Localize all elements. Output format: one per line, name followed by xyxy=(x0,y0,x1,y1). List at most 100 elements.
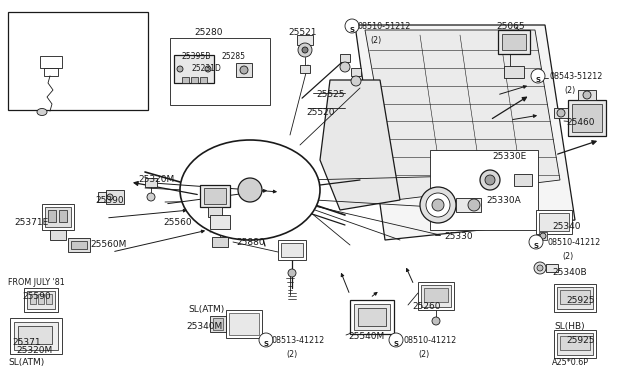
Text: (2): (2) xyxy=(564,86,575,95)
Bar xyxy=(174,55,214,83)
Text: 08510-41212: 08510-41212 xyxy=(404,336,457,345)
Bar xyxy=(210,215,230,229)
Bar xyxy=(539,213,569,231)
Circle shape xyxy=(468,199,480,211)
Text: 25330E: 25330E xyxy=(492,152,526,161)
Text: (2): (2) xyxy=(418,350,429,359)
Bar xyxy=(514,174,532,186)
Bar xyxy=(71,241,87,249)
Text: 25371: 25371 xyxy=(12,338,40,347)
Bar xyxy=(421,285,451,307)
Circle shape xyxy=(432,199,444,211)
Text: 08510-51212: 08510-51212 xyxy=(358,22,412,31)
Text: 25560: 25560 xyxy=(163,218,191,227)
Circle shape xyxy=(426,193,450,217)
Circle shape xyxy=(288,269,296,277)
Bar xyxy=(30,294,36,304)
Bar xyxy=(24,288,58,312)
Text: 25460: 25460 xyxy=(566,118,595,127)
Bar xyxy=(236,63,252,77)
Bar xyxy=(557,333,593,355)
Text: 25925: 25925 xyxy=(566,336,595,345)
Circle shape xyxy=(540,233,546,239)
Text: 08510-41212: 08510-41212 xyxy=(548,238,601,247)
Bar xyxy=(546,264,558,272)
Circle shape xyxy=(389,333,403,347)
Text: 25371E: 25371E xyxy=(14,218,48,227)
Circle shape xyxy=(240,66,248,74)
Circle shape xyxy=(534,262,546,274)
Bar xyxy=(554,330,596,358)
Text: 25521: 25521 xyxy=(288,28,317,37)
Ellipse shape xyxy=(180,140,320,240)
Bar xyxy=(554,284,596,312)
Bar xyxy=(44,68,58,76)
Text: 25340: 25340 xyxy=(552,222,580,231)
Bar xyxy=(536,210,572,234)
Bar xyxy=(200,185,230,207)
Bar xyxy=(210,316,226,332)
Bar xyxy=(560,290,590,304)
Bar xyxy=(14,322,58,350)
Bar xyxy=(456,198,481,212)
Text: 08513-41212: 08513-41212 xyxy=(272,336,325,345)
Circle shape xyxy=(302,47,308,53)
Text: 25280: 25280 xyxy=(194,28,223,37)
Bar xyxy=(46,294,52,304)
Text: 25925: 25925 xyxy=(566,296,595,305)
Bar xyxy=(502,34,526,50)
Text: 08543-51212: 08543-51212 xyxy=(550,72,604,81)
Circle shape xyxy=(345,19,359,33)
Circle shape xyxy=(420,187,456,223)
Circle shape xyxy=(107,194,113,200)
Circle shape xyxy=(529,235,543,249)
Bar xyxy=(340,54,350,62)
Text: 25330: 25330 xyxy=(444,232,472,241)
Text: FROM JULY '81: FROM JULY '81 xyxy=(8,278,65,287)
Bar xyxy=(560,336,590,350)
Circle shape xyxy=(351,76,361,86)
Bar xyxy=(98,192,106,202)
Text: 25520: 25520 xyxy=(306,108,335,117)
Text: 25390: 25390 xyxy=(95,196,124,205)
Text: S: S xyxy=(534,243,538,248)
Circle shape xyxy=(259,333,273,347)
Ellipse shape xyxy=(37,109,47,115)
Bar xyxy=(200,77,207,83)
Bar xyxy=(48,210,56,222)
Text: S: S xyxy=(349,26,355,32)
Text: S: S xyxy=(394,340,399,346)
Bar xyxy=(170,38,270,105)
Bar xyxy=(182,77,189,83)
Bar xyxy=(498,30,530,54)
Text: SL(ATM): SL(ATM) xyxy=(8,358,44,367)
Text: 25560M: 25560M xyxy=(90,240,126,249)
Bar xyxy=(578,90,596,100)
Text: (2): (2) xyxy=(370,36,381,45)
Circle shape xyxy=(557,109,565,117)
Text: (2): (2) xyxy=(562,252,573,261)
Bar xyxy=(68,238,90,252)
Polygon shape xyxy=(365,30,560,200)
Circle shape xyxy=(298,43,312,57)
Bar xyxy=(10,318,62,354)
Polygon shape xyxy=(355,25,575,240)
Bar xyxy=(59,210,67,222)
Text: (2): (2) xyxy=(286,350,297,359)
Bar xyxy=(278,240,306,260)
Bar xyxy=(145,178,157,187)
Bar xyxy=(354,304,390,330)
Bar xyxy=(27,291,55,309)
Bar xyxy=(50,230,66,240)
Bar xyxy=(281,243,303,257)
Text: SL(ATM): SL(ATM) xyxy=(188,305,224,314)
Bar xyxy=(568,100,606,136)
Text: 25525: 25525 xyxy=(316,90,344,99)
Circle shape xyxy=(537,265,543,271)
Bar xyxy=(191,77,198,83)
Text: 25395B: 25395B xyxy=(182,52,211,61)
Bar xyxy=(358,308,386,326)
Circle shape xyxy=(531,69,545,83)
Circle shape xyxy=(485,175,495,185)
Circle shape xyxy=(432,317,440,325)
